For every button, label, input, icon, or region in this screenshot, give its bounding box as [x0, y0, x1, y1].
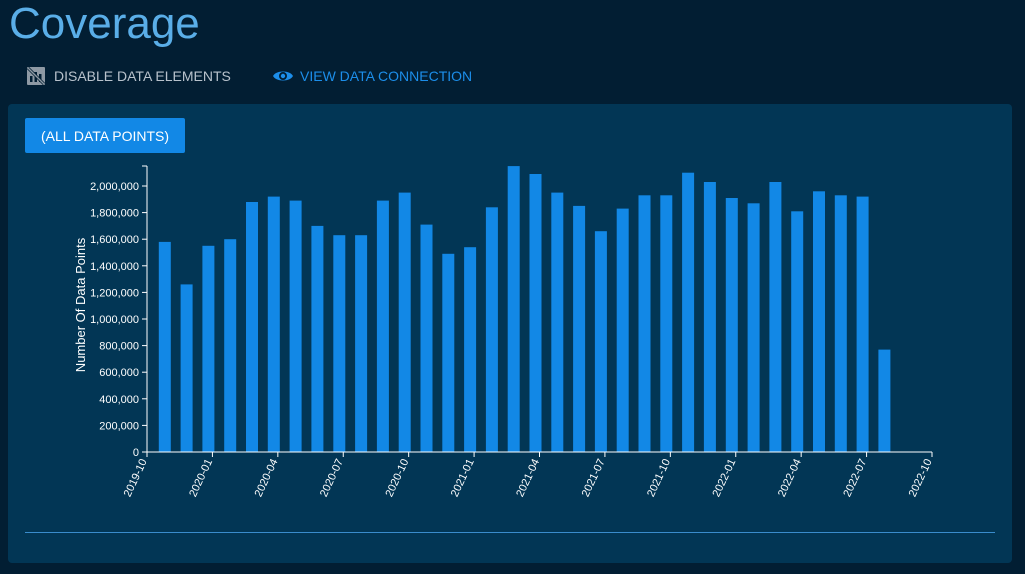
y-tick-label: 1,600,000 — [90, 234, 139, 246]
bar-2022-02[interactable] — [747, 203, 760, 452]
x-tick-label: 2019-10 — [122, 457, 150, 499]
y-tick-label: 200,000 — [99, 420, 139, 432]
y-tick-label: 2,000,000 — [90, 181, 139, 193]
y-tick-label: 800,000 — [99, 341, 139, 353]
coverage-bar-chart: 0 200,000 400,000 600,000 800,000 1,000,000 1,… — [73, 165, 935, 499]
disable-data-elements-label: DISABLE DATA ELEMENTS — [54, 68, 231, 84]
bar-2020-09[interactable] — [376, 200, 389, 452]
y-tick-label: 1,400,000 — [90, 261, 139, 273]
y-tick-label: 1,800,000 — [90, 208, 139, 220]
toolbar: DISABLE DATA ELEMENTS VIEW DATA CONNECTI… — [26, 64, 472, 88]
bar-2021-08[interactable] — [616, 208, 629, 452]
bar-2021-09[interactable] — [638, 195, 651, 453]
bar-2021-10[interactable] — [660, 195, 673, 453]
view-data-connection-button[interactable]: VIEW DATA CONNECTION — [272, 64, 472, 88]
bar-2022-01[interactable] — [725, 198, 738, 452]
bar-2020-11[interactable] — [420, 224, 433, 452]
x-tick-label: 2022-07 — [841, 457, 869, 499]
bar-2022-06[interactable] — [834, 195, 847, 453]
x-tick-label: 2022-04 — [776, 457, 804, 499]
x-tick-label: 2021-10 — [645, 457, 673, 499]
bar-2020-07[interactable] — [333, 235, 346, 452]
view-data-connection-label: VIEW DATA CONNECTION — [300, 68, 473, 84]
x-tick-label: 2021-04 — [514, 457, 542, 499]
bar-2022-04[interactable] — [791, 211, 804, 452]
bar-2019-11[interactable] — [158, 241, 171, 452]
divider — [25, 532, 995, 533]
bar-2021-04[interactable] — [529, 174, 542, 452]
bar-2021-11[interactable] — [682, 172, 695, 452]
x-tick-label: 2020-10 — [383, 457, 411, 499]
y-tick-label: 1,200,000 — [90, 287, 139, 299]
y-tick-label: 400,000 — [99, 394, 139, 406]
bar-2020-01[interactable] — [202, 245, 215, 452]
x-tick-label: 2020-01 — [187, 457, 215, 499]
coverage-card: (ALL DATA POINTS) 0 200,000 400,000 600,000… — [8, 104, 1012, 563]
x-tick-label: 2021-07 — [580, 457, 608, 499]
eye-icon — [272, 66, 294, 86]
bar-2021-06[interactable] — [573, 205, 586, 452]
all-data-points-button[interactable]: (ALL DATA POINTS) — [25, 118, 185, 153]
page-title: Coverage — [9, 0, 200, 48]
bar-2021-03[interactable] — [507, 166, 520, 452]
bar-2022-05[interactable] — [813, 191, 825, 453]
x-tick-label: 2022-10 — [907, 457, 935, 499]
x-tick-label: 2020-04 — [253, 457, 281, 499]
bar-2020-05[interactable] — [289, 200, 302, 452]
x-tick-label: 2022-01 — [711, 457, 739, 499]
chart-off-icon — [26, 66, 48, 86]
bar-2022-08[interactable] — [878, 349, 891, 452]
bar-2020-02[interactable] — [224, 239, 237, 452]
bar-2019-12[interactable] — [180, 284, 193, 452]
bar-2021-02[interactable] — [485, 207, 498, 452]
x-tick-label: 2021-01 — [449, 457, 477, 499]
bar-2021-07[interactable] — [594, 231, 607, 452]
disable-data-elements-button[interactable]: DISABLE DATA ELEMENTS — [26, 64, 272, 88]
y-tick-label: 0 — [133, 447, 139, 459]
bar-2022-03[interactable] — [769, 182, 782, 452]
bar-2020-06[interactable] — [311, 225, 324, 452]
y-tick-label: 600,000 — [99, 367, 139, 379]
y-axis-title: Number Of Data Points — [73, 237, 88, 372]
y-tick-label: 1,000,000 — [90, 314, 139, 326]
x-tick-label: 2020-07 — [318, 457, 346, 499]
bar-2021-12[interactable] — [703, 182, 716, 452]
bar-2020-04[interactable] — [267, 196, 280, 452]
bar-2020-12[interactable] — [442, 253, 455, 452]
bar-2020-10[interactable] — [398, 192, 411, 452]
bar-2022-07[interactable] — [856, 196, 869, 452]
bar-2020-08[interactable] — [355, 235, 368, 452]
bar-2021-01[interactable] — [464, 247, 477, 452]
bar-2020-03[interactable] — [246, 202, 258, 452]
bar-2021-05[interactable] — [551, 192, 564, 452]
